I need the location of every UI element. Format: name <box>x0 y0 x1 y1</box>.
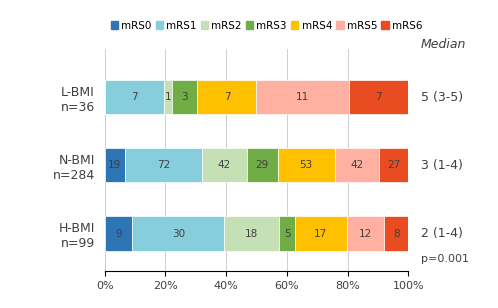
Text: 19: 19 <box>108 160 122 170</box>
Bar <box>164 80 172 114</box>
Bar <box>125 148 202 182</box>
Text: 72: 72 <box>157 160 170 170</box>
Bar <box>256 80 349 114</box>
Text: 8: 8 <box>393 229 399 238</box>
Legend: mRS0, mRS1, mRS2, mRS3, mRS4, mRS5, mRS6: mRS0, mRS1, mRS2, mRS3, mRS4, mRS5, mRS6 <box>107 17 426 35</box>
Bar <box>105 80 164 114</box>
Bar <box>202 148 247 182</box>
Text: 12: 12 <box>359 229 372 238</box>
Bar <box>384 217 408 251</box>
Bar <box>132 217 224 251</box>
Text: 17: 17 <box>314 229 328 238</box>
Bar <box>349 80 408 114</box>
Text: 9: 9 <box>115 229 122 238</box>
Text: 42: 42 <box>218 160 231 170</box>
Text: p=0.001: p=0.001 <box>421 254 469 265</box>
Text: 7: 7 <box>375 92 382 102</box>
Text: 3: 3 <box>181 92 188 102</box>
Bar <box>379 148 408 182</box>
Text: 7: 7 <box>131 92 137 102</box>
Bar <box>335 148 379 182</box>
Text: 27: 27 <box>387 160 400 170</box>
Bar <box>105 217 132 251</box>
Text: 18: 18 <box>245 229 258 238</box>
Text: 42: 42 <box>351 160 364 170</box>
Text: 3 (1-4): 3 (1-4) <box>421 159 463 172</box>
Bar <box>172 80 197 114</box>
Text: Median: Median <box>421 38 466 51</box>
Bar <box>347 217 384 251</box>
Bar <box>224 217 279 251</box>
Text: 2 (1-4): 2 (1-4) <box>421 227 463 240</box>
Bar <box>247 148 278 182</box>
Text: 1: 1 <box>164 92 171 102</box>
Text: 5 (3-5): 5 (3-5) <box>421 91 463 103</box>
Text: 29: 29 <box>256 160 269 170</box>
Text: 53: 53 <box>300 160 313 170</box>
Bar <box>278 148 335 182</box>
Text: 30: 30 <box>172 229 185 238</box>
Text: 5: 5 <box>284 229 290 238</box>
Text: 7: 7 <box>224 92 230 102</box>
Bar <box>105 148 125 182</box>
Bar <box>279 217 295 251</box>
Bar <box>197 80 256 114</box>
Bar <box>295 217 347 251</box>
Text: 11: 11 <box>296 92 309 102</box>
